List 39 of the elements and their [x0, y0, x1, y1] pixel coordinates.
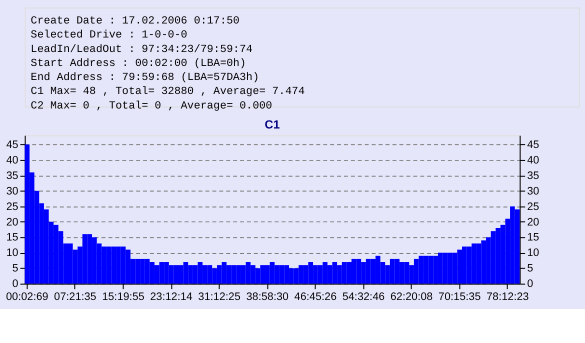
x-tick-label: 62:20:08 [390, 291, 433, 304]
x-tick-label: 00:02:69 [6, 291, 48, 304]
text: Create Date : 17.02.2006 0:17:50 [30, 15, 240, 28]
text: End Address : 79:59:68 (LBA=57DA3h) [30, 72, 260, 84]
y2-tick-label: 25 [527, 200, 540, 213]
y2-tick-label: 20 [527, 216, 540, 228]
y2-tick-label: 10 [527, 247, 540, 260]
x-tick-label: 15:19:55 [102, 291, 144, 304]
x-tick-label: 46:45:26 [294, 291, 337, 304]
x-tick-label: 31:12:25 [198, 291, 241, 304]
text: Selected Drive : 1-0-0-0 [30, 30, 188, 42]
x-tick-label: 38:58:30 [246, 291, 289, 304]
y2-tick-label: 5 [527, 262, 534, 275]
text: LeadIn/LeadOut : 97:34:23/79:59:74 [30, 44, 253, 56]
x-tick-label: 54:32:46 [342, 291, 385, 304]
y-tick-label: 30 [6, 185, 18, 198]
text: C2 Max= 0 , Total= 0 , Average= 0.000 [30, 100, 272, 112]
y-tick-label: 20 [6, 216, 18, 228]
y-tick-label: 40 [6, 154, 18, 166]
y-tick-label: 35 [6, 170, 18, 182]
chart-title: C1 [264, 117, 280, 132]
y-tick-label: 25 [6, 200, 18, 213]
x-tick-label: 07:21:35 [54, 291, 96, 304]
y-tick-label: 15 [6, 232, 18, 244]
y-tick-label: 10 [6, 247, 18, 260]
y-tick-label: 0 [12, 278, 18, 290]
y2-tick-label: 0 [527, 278, 534, 290]
x-tick-label: 70:15:35 [438, 291, 481, 304]
y2-tick-label: 30 [527, 185, 540, 198]
y-tick-label: 5 [12, 262, 18, 275]
x-tick-label: 23:12:14 [150, 291, 192, 304]
text: C1 Max= 48 , Total= 32880 , Average= 7.474 [30, 86, 305, 98]
y2-tick-label: 35 [527, 170, 540, 182]
y2-tick-label: 40 [527, 154, 540, 166]
y-tick-label: 45 [6, 138, 18, 151]
x-tick-label: 78:12:23 [486, 291, 529, 304]
text: Start Address : 00:02:00 (LBA=0h) [30, 58, 246, 70]
y2-tick-label: 45 [527, 138, 540, 151]
y2-tick-label: 15 [527, 232, 540, 244]
